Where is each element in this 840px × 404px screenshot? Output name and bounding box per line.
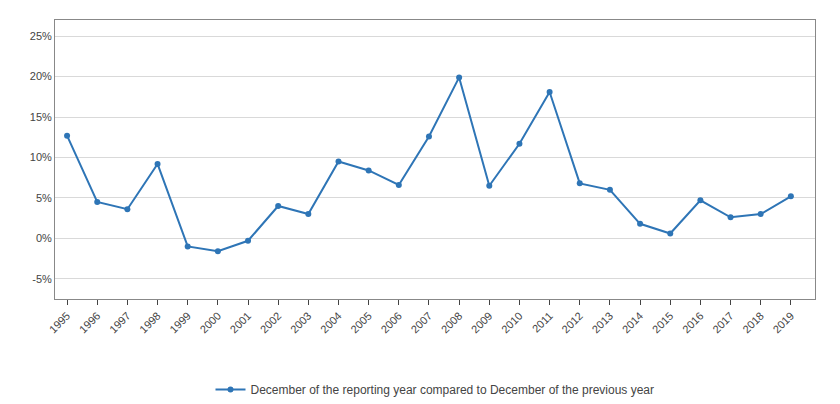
svg-text:1995: 1995 bbox=[47, 310, 73, 336]
svg-text:2019: 2019 bbox=[770, 310, 796, 336]
svg-text:2000: 2000 bbox=[197, 310, 223, 336]
svg-text:2014: 2014 bbox=[620, 310, 646, 336]
svg-text:2005: 2005 bbox=[348, 310, 374, 336]
svg-text:2009: 2009 bbox=[469, 310, 495, 336]
svg-text:-5%: -5% bbox=[32, 273, 52, 285]
svg-text:2016: 2016 bbox=[680, 310, 706, 336]
svg-text:2018: 2018 bbox=[740, 310, 766, 336]
svg-text:2008: 2008 bbox=[439, 310, 465, 336]
svg-text:10%: 10% bbox=[30, 151, 52, 163]
svg-text:2006: 2006 bbox=[378, 310, 404, 336]
svg-text:2004: 2004 bbox=[318, 310, 344, 336]
svg-text:1999: 1999 bbox=[167, 310, 193, 336]
svg-text:2002: 2002 bbox=[258, 310, 284, 336]
svg-text:2017: 2017 bbox=[710, 310, 736, 336]
svg-text:5%: 5% bbox=[36, 192, 52, 204]
svg-text:2010: 2010 bbox=[499, 310, 525, 336]
svg-text:0%: 0% bbox=[36, 232, 52, 244]
svg-text:15%: 15% bbox=[30, 111, 52, 123]
svg-text:20%: 20% bbox=[30, 70, 52, 82]
svg-text:2011: 2011 bbox=[530, 310, 555, 335]
svg-text:2007: 2007 bbox=[408, 310, 434, 336]
svg-text:25%: 25% bbox=[30, 30, 52, 42]
svg-text:2013: 2013 bbox=[589, 310, 615, 336]
svg-text:2015: 2015 bbox=[650, 310, 676, 336]
svg-text:2003: 2003 bbox=[288, 310, 314, 336]
svg-text:1997: 1997 bbox=[107, 310, 133, 336]
svg-text:2012: 2012 bbox=[559, 310, 585, 336]
svg-text:December of the reporting year: December of the reporting year compared … bbox=[251, 383, 655, 397]
svg-text:1998: 1998 bbox=[137, 310, 163, 336]
svg-text:2001: 2001 bbox=[228, 310, 254, 336]
svg-text:1996: 1996 bbox=[77, 310, 103, 336]
